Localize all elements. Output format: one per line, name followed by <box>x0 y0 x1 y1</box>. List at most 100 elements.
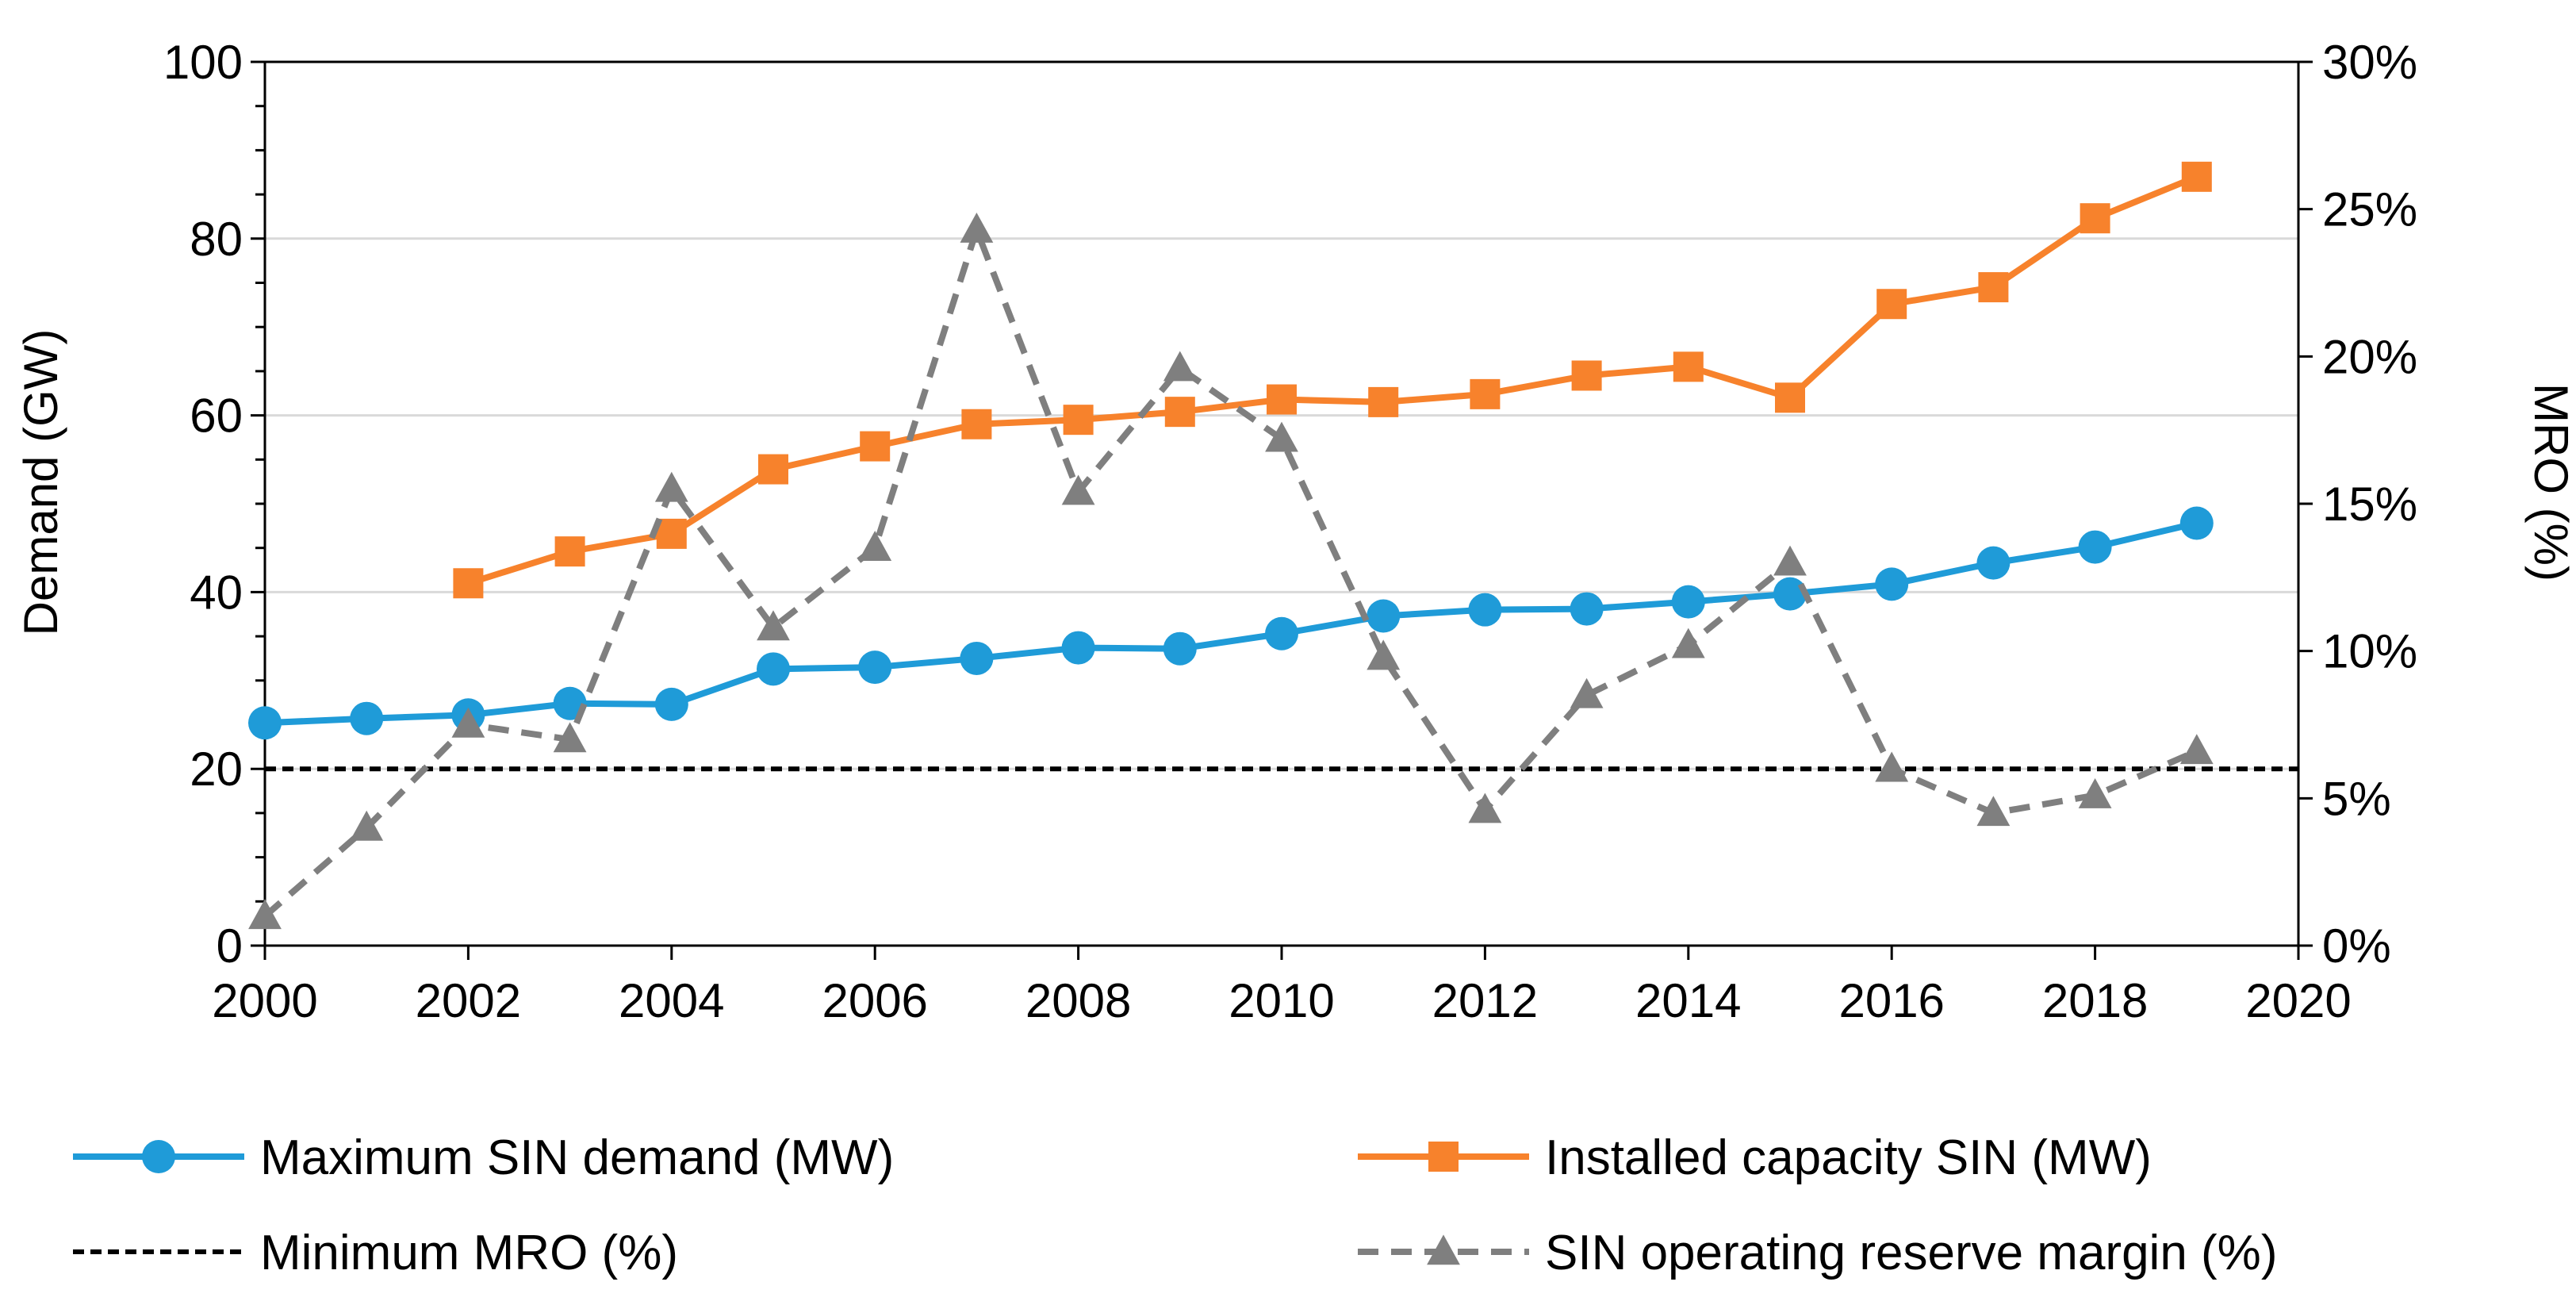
y-tick-label: 20 <box>190 743 243 796</box>
data-point <box>2078 530 2112 564</box>
data-point <box>1470 378 1501 409</box>
data-point <box>654 687 688 721</box>
legend-item: Maximum SIN demand (MW) <box>73 1130 894 1185</box>
x-tick-label: 2008 <box>1025 974 1131 1027</box>
data-point <box>757 610 790 641</box>
data-point <box>654 471 688 502</box>
data-point <box>757 652 790 686</box>
legend-marker <box>142 1140 175 1173</box>
legend-marker <box>1427 1234 1460 1265</box>
data-point <box>350 810 384 841</box>
data-point <box>860 431 891 462</box>
x-tick-label: 2010 <box>1229 974 1334 1027</box>
data-point <box>554 536 585 567</box>
data-point <box>1673 351 1704 382</box>
data-point <box>2080 203 2110 234</box>
series-line <box>263 226 2198 919</box>
data-point <box>248 899 282 930</box>
data-point <box>2181 161 2212 192</box>
data-point <box>2179 734 2214 765</box>
series-3 <box>248 213 2214 930</box>
series-0 <box>248 506 2214 740</box>
data-point <box>248 706 282 740</box>
legend-marker <box>1428 1142 1459 1172</box>
data-point <box>1163 351 1197 382</box>
data-point <box>1164 397 1195 428</box>
data-point <box>960 213 994 243</box>
y-tick-label: 40 <box>190 566 243 619</box>
data-point <box>1367 599 1401 633</box>
y2-tick-label: 0% <box>2322 919 2391 973</box>
series-layer <box>248 161 2298 930</box>
x-tick-label: 2018 <box>2042 974 2148 1027</box>
data-point <box>451 707 485 738</box>
y2-tick-label: 15% <box>2322 478 2417 531</box>
legend: Maximum SIN demand (MW) Installed capacit… <box>73 1130 2277 1280</box>
series-1 <box>453 161 2212 599</box>
y2-tick-label: 25% <box>2322 183 2417 236</box>
data-point <box>1978 272 2009 303</box>
y-axis-title: Demand (GW) <box>14 329 67 636</box>
legend-item: Minimum MRO (%) <box>73 1226 678 1280</box>
data-point <box>1367 639 1401 670</box>
legend-item: Installed capacity SIN (MW) <box>1358 1130 2152 1185</box>
data-point <box>1671 627 1705 658</box>
x-tick-label: 2004 <box>619 974 724 1027</box>
data-point <box>1368 386 1399 417</box>
data-point <box>1571 360 1602 391</box>
data-point <box>1775 382 1805 413</box>
legend-label: Maximum SIN demand (MW) <box>260 1130 894 1185</box>
x-tick-label: 2012 <box>1432 974 1538 1027</box>
data-point <box>1570 592 1604 626</box>
x-tick-label: 2000 <box>212 974 317 1027</box>
series-line <box>467 174 2198 587</box>
data-point <box>1875 567 1909 601</box>
data-point <box>1267 384 1297 415</box>
x-tick-label: 2006 <box>822 974 927 1027</box>
y-tick-label: 80 <box>190 213 243 266</box>
data-point <box>1265 421 1298 452</box>
data-point <box>1468 593 1502 627</box>
data-point <box>1976 796 2011 827</box>
data-point <box>2078 777 2112 808</box>
data-point <box>1976 546 2011 580</box>
y-tick-label: 0 <box>217 919 243 973</box>
legend-label: Minimum MRO (%) <box>260 1226 678 1280</box>
data-point <box>453 568 484 599</box>
data-point <box>2179 506 2214 540</box>
x-tick-label: 2014 <box>1635 974 1741 1027</box>
data-point <box>960 641 994 675</box>
legend-label: Installed capacity SIN (MW) <box>1545 1130 2152 1185</box>
y-tick-label: 60 <box>190 390 243 443</box>
axes: 0 20 40 60 80 100 0% 5% 10% 15% 20% 25% 30% 2000 2002 2… <box>163 36 2417 1027</box>
data-point <box>1876 289 1907 320</box>
y2-tick-label: 5% <box>2322 772 2391 825</box>
data-point <box>858 650 892 685</box>
legend-label: SIN operating reserve margin (%) <box>1545 1226 2277 1280</box>
data-point <box>350 701 384 735</box>
data-point <box>961 409 992 439</box>
y2-tick-label: 20% <box>2322 330 2417 383</box>
data-point <box>1875 751 1909 782</box>
data-point <box>758 454 788 485</box>
y2-tick-label: 10% <box>2322 625 2417 678</box>
data-point <box>1671 585 1705 619</box>
data-point <box>1061 631 1095 665</box>
data-point <box>1163 631 1197 666</box>
y2-axis-title: MRO (%) <box>2524 383 2576 581</box>
y2-tick-label: 30% <box>2322 36 2417 89</box>
series-line <box>264 520 2198 727</box>
x-tick-label: 2020 <box>2245 974 2351 1027</box>
data-point <box>858 531 892 561</box>
x-tick-label: 2002 <box>416 974 521 1027</box>
data-point <box>553 722 587 753</box>
legend-item: SIN operating reserve margin (%) <box>1358 1226 2277 1280</box>
data-point <box>1570 677 1604 708</box>
data-point <box>1063 405 1094 436</box>
data-point <box>656 518 687 549</box>
data-point <box>1265 616 1298 650</box>
x-tick-label: 2016 <box>1838 974 1944 1027</box>
y-tick-label: 100 <box>163 36 243 89</box>
data-point <box>1773 577 1807 611</box>
